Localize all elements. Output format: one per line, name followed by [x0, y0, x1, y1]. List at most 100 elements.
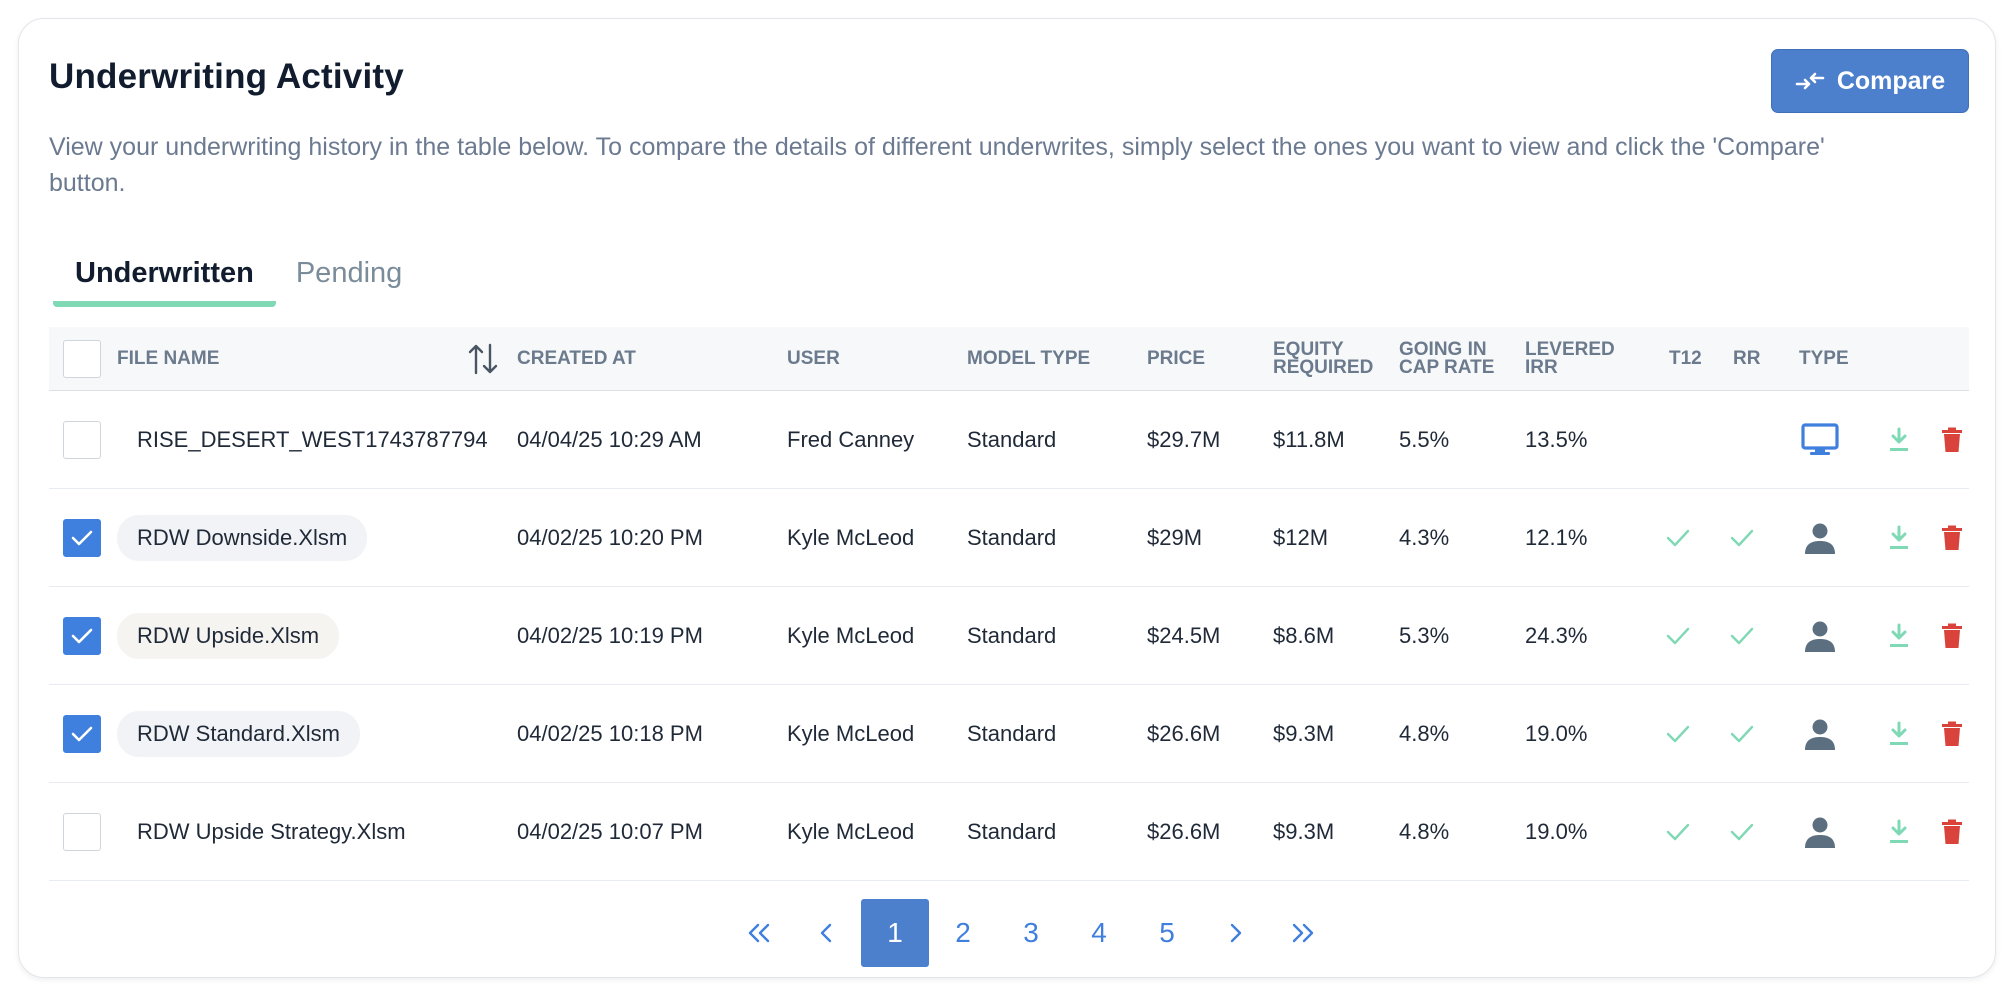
user-cell: Kyle McLeod [787, 525, 915, 550]
compare-button[interactable]: Compare [1771, 49, 1969, 113]
equity-required-cell: $12M [1273, 525, 1329, 550]
download-icon[interactable] [1887, 587, 1911, 685]
row-checkbox[interactable] [63, 617, 101, 655]
price-cell: $29M [1147, 525, 1203, 550]
table-header: FILE NAME CREATED AT USER MODEL TYPE PRI… [49, 327, 1969, 391]
page-button-5[interactable]: 5 [1159, 917, 1175, 948]
levered-irr-cell: 24.3% [1525, 623, 1588, 648]
created-at-cell: 04/02/25 10:19 PM [517, 623, 703, 648]
created-at-cell: 04/04/25 10:29 AM [517, 427, 702, 452]
created-at-cell: 04/02/25 10:20 PM [517, 525, 703, 550]
double-chevron-right-icon [1292, 923, 1314, 943]
chevron-left-icon [820, 923, 832, 943]
compare-arrows-icon [1795, 69, 1825, 93]
equity-required-cell: $8.6M [1273, 623, 1335, 648]
file-name-chip[interactable]: RDW Downside.Xlsm [117, 515, 368, 561]
column-created-at: CREATED AT [517, 348, 636, 369]
column-rr: RR [1733, 348, 1761, 369]
user-cell: Fred Canney [787, 427, 915, 452]
delete-icon[interactable] [1941, 587, 1963, 685]
checkmark-icon [69, 723, 95, 745]
file-name-chip[interactable]: RDW Standard.Xlsm [117, 711, 360, 757]
table-body: RISE_DESERT_WEST1743787794 04/04/25 10:29… [49, 391, 1969, 881]
levered-irr-cell: 19.0% [1525, 819, 1588, 844]
delete-icon[interactable] [1941, 391, 1963, 489]
cap-rate-cell: 4.8% [1399, 819, 1450, 844]
delete-icon[interactable] [1941, 489, 1963, 587]
chevron-right-icon [1230, 923, 1242, 943]
download-icon[interactable] [1887, 685, 1911, 783]
compare-button-label: Compare [1836, 66, 1946, 95]
created-at-cell: 04/02/25 10:07 PM [517, 819, 703, 844]
delete-icon[interactable] [1941, 685, 1963, 783]
sort-icon[interactable] [467, 327, 499, 391]
table-row[interactable]: RDW Downside.Xlsm 04/02/25 10:20 PM Kyle M… [49, 489, 1969, 587]
check-icon [1729, 783, 1755, 881]
cap-rate-cell: 4.3% [1399, 525, 1450, 550]
user-cell: Kyle McLeod [787, 623, 915, 648]
download-icon[interactable] [1887, 391, 1911, 489]
monitor-icon [1801, 391, 1839, 489]
check-icon [1729, 587, 1755, 685]
page-button-1[interactable]: 1 [861, 899, 929, 967]
table-row[interactable]: RDW Upside Strategy.Xlsm 04/02/25 10:07 P… [49, 783, 1969, 881]
column-levered-irr: LEVERED IRR [1525, 339, 1615, 378]
row-checkbox[interactable] [63, 519, 101, 557]
first-page-button[interactable] [725, 899, 793, 967]
previous-page-button[interactable] [793, 899, 861, 967]
equity-required-cell: $11.8M [1273, 427, 1345, 452]
equity-required-cell: $9.3M [1273, 819, 1335, 844]
levered-irr-cell: 19.0% [1525, 721, 1588, 746]
table-row[interactable]: RDW Upside.Xlsm 04/02/25 10:19 PM Kyle McL… [49, 587, 1969, 685]
last-page-button[interactable] [1269, 899, 1337, 967]
checkmark-icon [69, 625, 95, 647]
select-all-checkbox[interactable] [63, 340, 101, 378]
price-cell: $24.5M [1147, 623, 1221, 648]
check-icon [1665, 489, 1691, 587]
file-name-chip[interactable]: RDW Upside Strategy.Xlsm [137, 819, 406, 844]
page-button-2[interactable]: 2 [955, 917, 971, 948]
model-type-cell: Standard [967, 427, 1057, 452]
user-cell: Kyle McLeod [787, 721, 915, 746]
row-checkbox[interactable] [63, 715, 101, 753]
page-button-4[interactable]: 4 [1091, 917, 1107, 948]
model-type-cell: Standard [967, 525, 1057, 550]
column-equity-required: EQUITY REQUIRED [1273, 339, 1374, 378]
check-icon [1665, 587, 1691, 685]
user-cell: Kyle McLeod [787, 819, 915, 844]
column-file-name: FILE NAME [117, 348, 220, 369]
check-icon [1729, 685, 1755, 783]
model-type-cell: Standard [967, 819, 1057, 844]
underwriting-table: FILE NAME CREATED AT USER MODEL TYPE PRI… [49, 327, 1969, 881]
checkmark-icon [69, 527, 95, 549]
person-icon [1803, 587, 1837, 685]
check-icon [1729, 489, 1755, 587]
tab-pending[interactable]: Pending [295, 257, 403, 289]
price-cell: $26.6M [1147, 721, 1221, 746]
download-icon[interactable] [1887, 783, 1911, 881]
delete-icon[interactable] [1941, 783, 1963, 881]
row-checkbox[interactable] [63, 421, 101, 459]
file-name-chip[interactable]: RDW Upside.Xlsm [117, 613, 340, 659]
tab-underwritten[interactable]: Underwritten [53, 239, 276, 307]
tab-bar: Underwritten Pending [53, 239, 424, 307]
price-cell: $29.7M [1147, 427, 1221, 452]
page-description: View your underwriting history in the ta… [49, 133, 1825, 197]
equity-required-cell: $9.3M [1273, 721, 1335, 746]
cap-rate-cell: 5.5% [1399, 427, 1450, 452]
person-icon [1803, 783, 1837, 881]
download-icon[interactable] [1887, 489, 1911, 587]
column-user: USER [787, 348, 840, 369]
page-button-3[interactable]: 3 [1023, 917, 1039, 948]
column-type: TYPE [1799, 348, 1849, 369]
check-icon [1665, 685, 1691, 783]
levered-irr-cell: 13.5% [1525, 427, 1588, 452]
row-checkbox[interactable] [63, 813, 101, 851]
next-page-button[interactable] [1201, 899, 1269, 967]
pagination: 1 2 3 4 5 [725, 899, 1337, 967]
file-name-chip[interactable]: RISE_DESERT_WEST1743787794 [137, 427, 488, 452]
column-going-in-cap-rate: GOING IN CAP RATE [1399, 339, 1495, 378]
column-t12: T12 [1669, 348, 1702, 369]
table-row[interactable]: RISE_DESERT_WEST1743787794 04/04/25 10:29… [49, 391, 1969, 489]
table-row[interactable]: RDW Standard.Xlsm 04/02/25 10:18 PM Kyle M… [49, 685, 1969, 783]
